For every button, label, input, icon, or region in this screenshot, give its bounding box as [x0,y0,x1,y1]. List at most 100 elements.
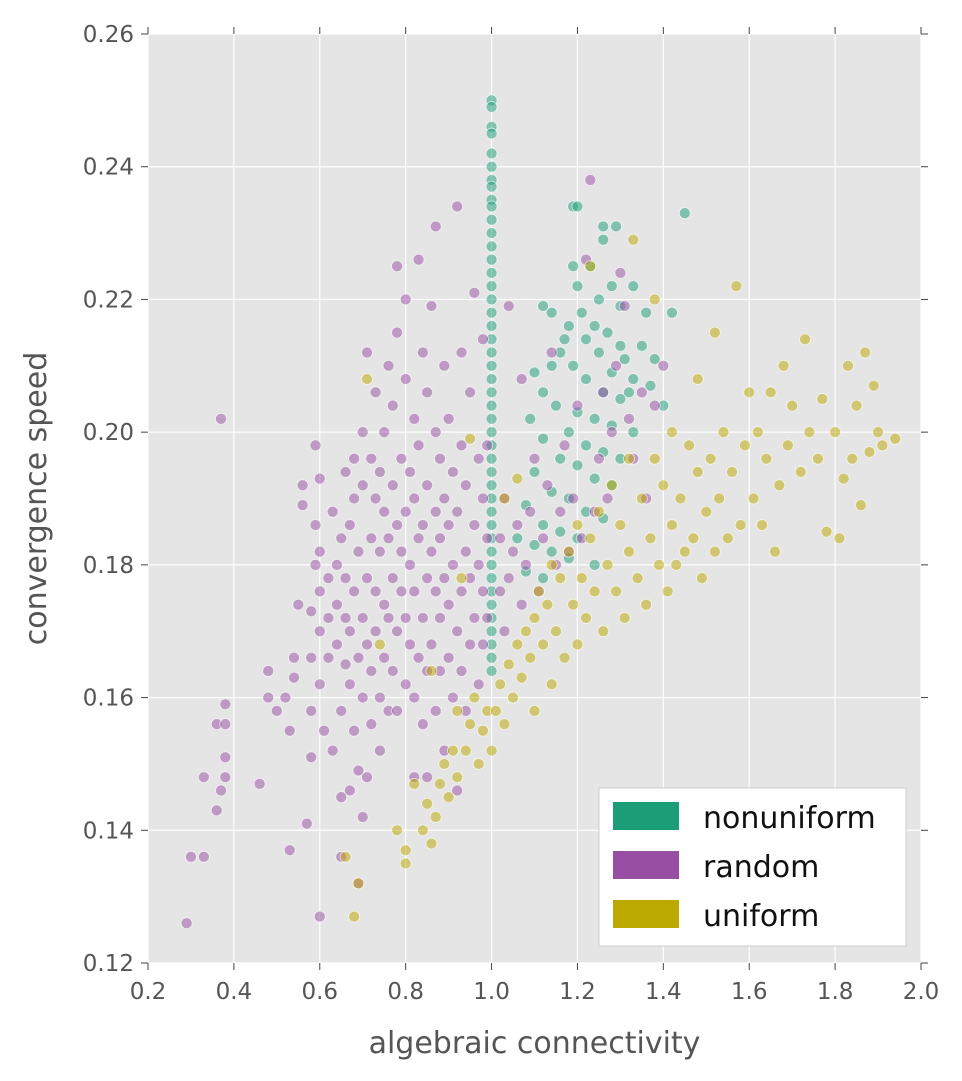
data-point [502,572,515,585]
data-point [494,585,507,598]
data-point [528,366,541,379]
series-random [180,174,670,930]
data-point [378,505,391,518]
data-point [313,678,326,691]
data-point [412,439,425,452]
data-point [408,777,421,790]
data-point [635,386,648,399]
data-point [537,519,549,531]
data-point [421,771,434,784]
data-point [485,665,498,677]
data-point [876,439,889,452]
data-point [412,651,425,664]
data-point [635,492,648,505]
data-point [412,253,425,266]
data-point [391,824,403,837]
data-point [425,665,438,677]
data-point [421,572,434,585]
data-point [429,426,442,439]
data-point [404,466,416,478]
data-point [352,545,365,558]
data-point [416,612,429,624]
data-point [580,612,592,624]
data-point [691,466,704,478]
data-point [614,266,627,279]
y-tick-label: 0.20 [83,420,134,446]
legend-label-nonuniform: nonuniform [703,801,876,836]
x-tick-label: 1.8 [817,979,854,1005]
data-point [185,850,197,863]
data-point [485,227,498,239]
data-point [605,426,618,439]
data-point [262,691,275,704]
data-point [627,426,640,439]
data-point [451,784,464,797]
data-point [408,691,421,704]
data-point [386,572,399,585]
data-point [614,339,627,352]
legend-label-random: random [703,850,819,885]
data-point [425,638,438,651]
data-point [369,625,382,638]
data-point [601,326,614,339]
data-point [399,678,412,691]
data-point [361,638,373,651]
data-point [399,612,412,624]
data-point [369,585,382,598]
data-point [515,373,528,385]
data-point [485,412,498,425]
data-point [537,572,549,585]
x-tick-label: 1.4 [645,979,682,1005]
data-point [399,857,412,870]
data-point [399,844,412,857]
data-point [395,452,408,465]
data-point [623,452,635,465]
data-point [365,718,378,731]
data-point [769,545,781,558]
data-point [537,432,549,445]
data-point [459,479,472,492]
data-point [773,479,786,492]
data-point [648,452,661,465]
data-point [292,598,305,611]
x-tick-label: 1.0 [473,979,510,1005]
data-point [468,691,481,704]
data-point [373,638,386,651]
data-point [511,472,524,485]
data-point [485,180,498,193]
data-point [781,439,794,452]
data-point [593,346,605,359]
data-point [343,784,356,797]
data-point [687,532,700,545]
data-point [421,797,434,810]
data-point [485,625,498,638]
data-point [485,651,498,664]
data-point [666,519,678,531]
data-point [799,333,811,346]
legend: nonuniform random uniform [598,787,907,947]
data-point [700,505,713,518]
data-point [558,439,571,452]
data-point [343,625,356,638]
data-point [631,572,644,585]
data-point [777,359,790,372]
data-point [816,393,829,405]
data-point [485,293,498,306]
data-point [391,519,403,531]
data-point [455,585,468,598]
data-point [485,101,498,113]
data-point [451,625,464,638]
data-point [331,598,343,611]
data-point [339,658,352,671]
data-point [348,724,361,737]
data-point [365,532,378,545]
data-point [352,877,365,890]
data-point [721,532,734,545]
data-point [485,505,498,518]
data-point [425,545,438,558]
data-point [455,439,468,452]
data-point [541,479,554,492]
data-point [485,744,498,757]
data-point [210,804,223,817]
data-point [455,346,468,359]
